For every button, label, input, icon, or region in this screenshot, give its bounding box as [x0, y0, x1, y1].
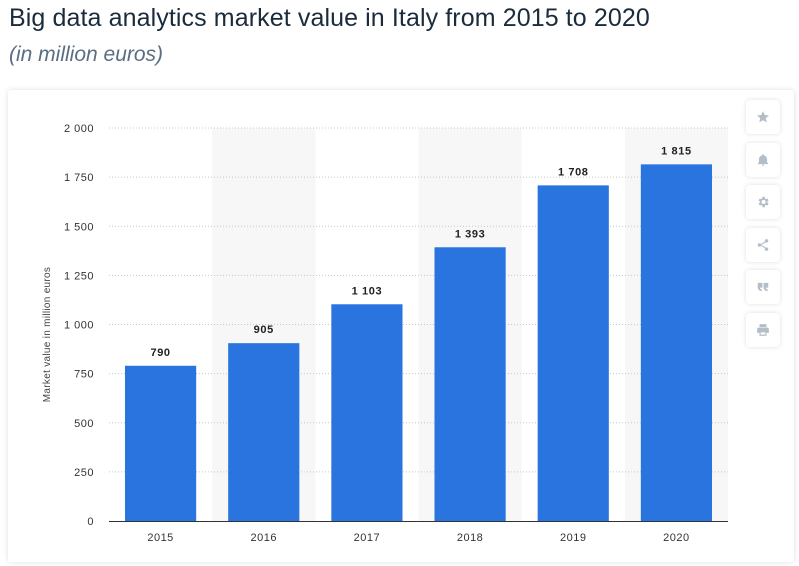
x-tick-label: 2015 [147, 532, 173, 544]
x-tick-label: 2016 [251, 532, 277, 544]
bar [228, 343, 300, 521]
print-button[interactable] [746, 312, 780, 347]
x-tick-label: 2020 [663, 532, 689, 544]
y-tick-label: 500 [74, 418, 94, 430]
y-tick-label: 1 750 [64, 172, 94, 184]
y-tick-label: 1 500 [64, 221, 94, 233]
y-axis-label: Market value in million euros [42, 267, 53, 402]
y-tick-label: 250 [74, 467, 94, 479]
chart-toolbar [746, 100, 780, 355]
y-tick-label: 1 250 [64, 270, 94, 282]
notification-button[interactable] [746, 142, 780, 177]
data-label: 1 103 [352, 285, 383, 297]
bell-icon [757, 153, 769, 166]
print-icon [757, 323, 769, 336]
bar [537, 185, 609, 521]
data-label: 905 [254, 324, 274, 336]
share-icon [757, 238, 769, 251]
chart-card: 790 905 1 103 1 393 1 708 1 815 0 250 500 750 1 0… [8, 90, 794, 562]
page-subtitle: (in million euros) [9, 43, 164, 66]
settings-button[interactable] [746, 185, 780, 219]
bar [640, 164, 713, 521]
bar [124, 365, 197, 521]
page-title: Big data analytics market value in Italy… [9, 4, 650, 32]
cite-button[interactable] [746, 270, 780, 304]
bar [331, 304, 403, 521]
y-tick-label: 0 [87, 516, 94, 528]
y-tick-label: 2 000 [64, 123, 94, 135]
favorite-button[interactable] [746, 100, 780, 134]
share-button[interactable] [746, 227, 780, 262]
bar [434, 247, 506, 521]
x-tick-label: 2018 [457, 532, 483, 544]
x-tick-label: 2017 [354, 532, 380, 544]
quote-icon [757, 282, 769, 292]
data-label: 1 708 [558, 166, 589, 178]
bar-chart: 790 905 1 103 1 393 1 708 1 815 0 250 500 750 1 0… [42, 123, 728, 544]
data-label: 790 [151, 347, 171, 359]
data-label: 1 393 [455, 228, 486, 240]
y-tick-label: 1 000 [64, 320, 94, 332]
y-tick-label: 750 [74, 369, 94, 381]
data-label: 1 815 [661, 145, 692, 157]
star-icon [757, 111, 769, 123]
gear-icon [758, 196, 769, 208]
x-tick-label: 2019 [560, 532, 586, 544]
